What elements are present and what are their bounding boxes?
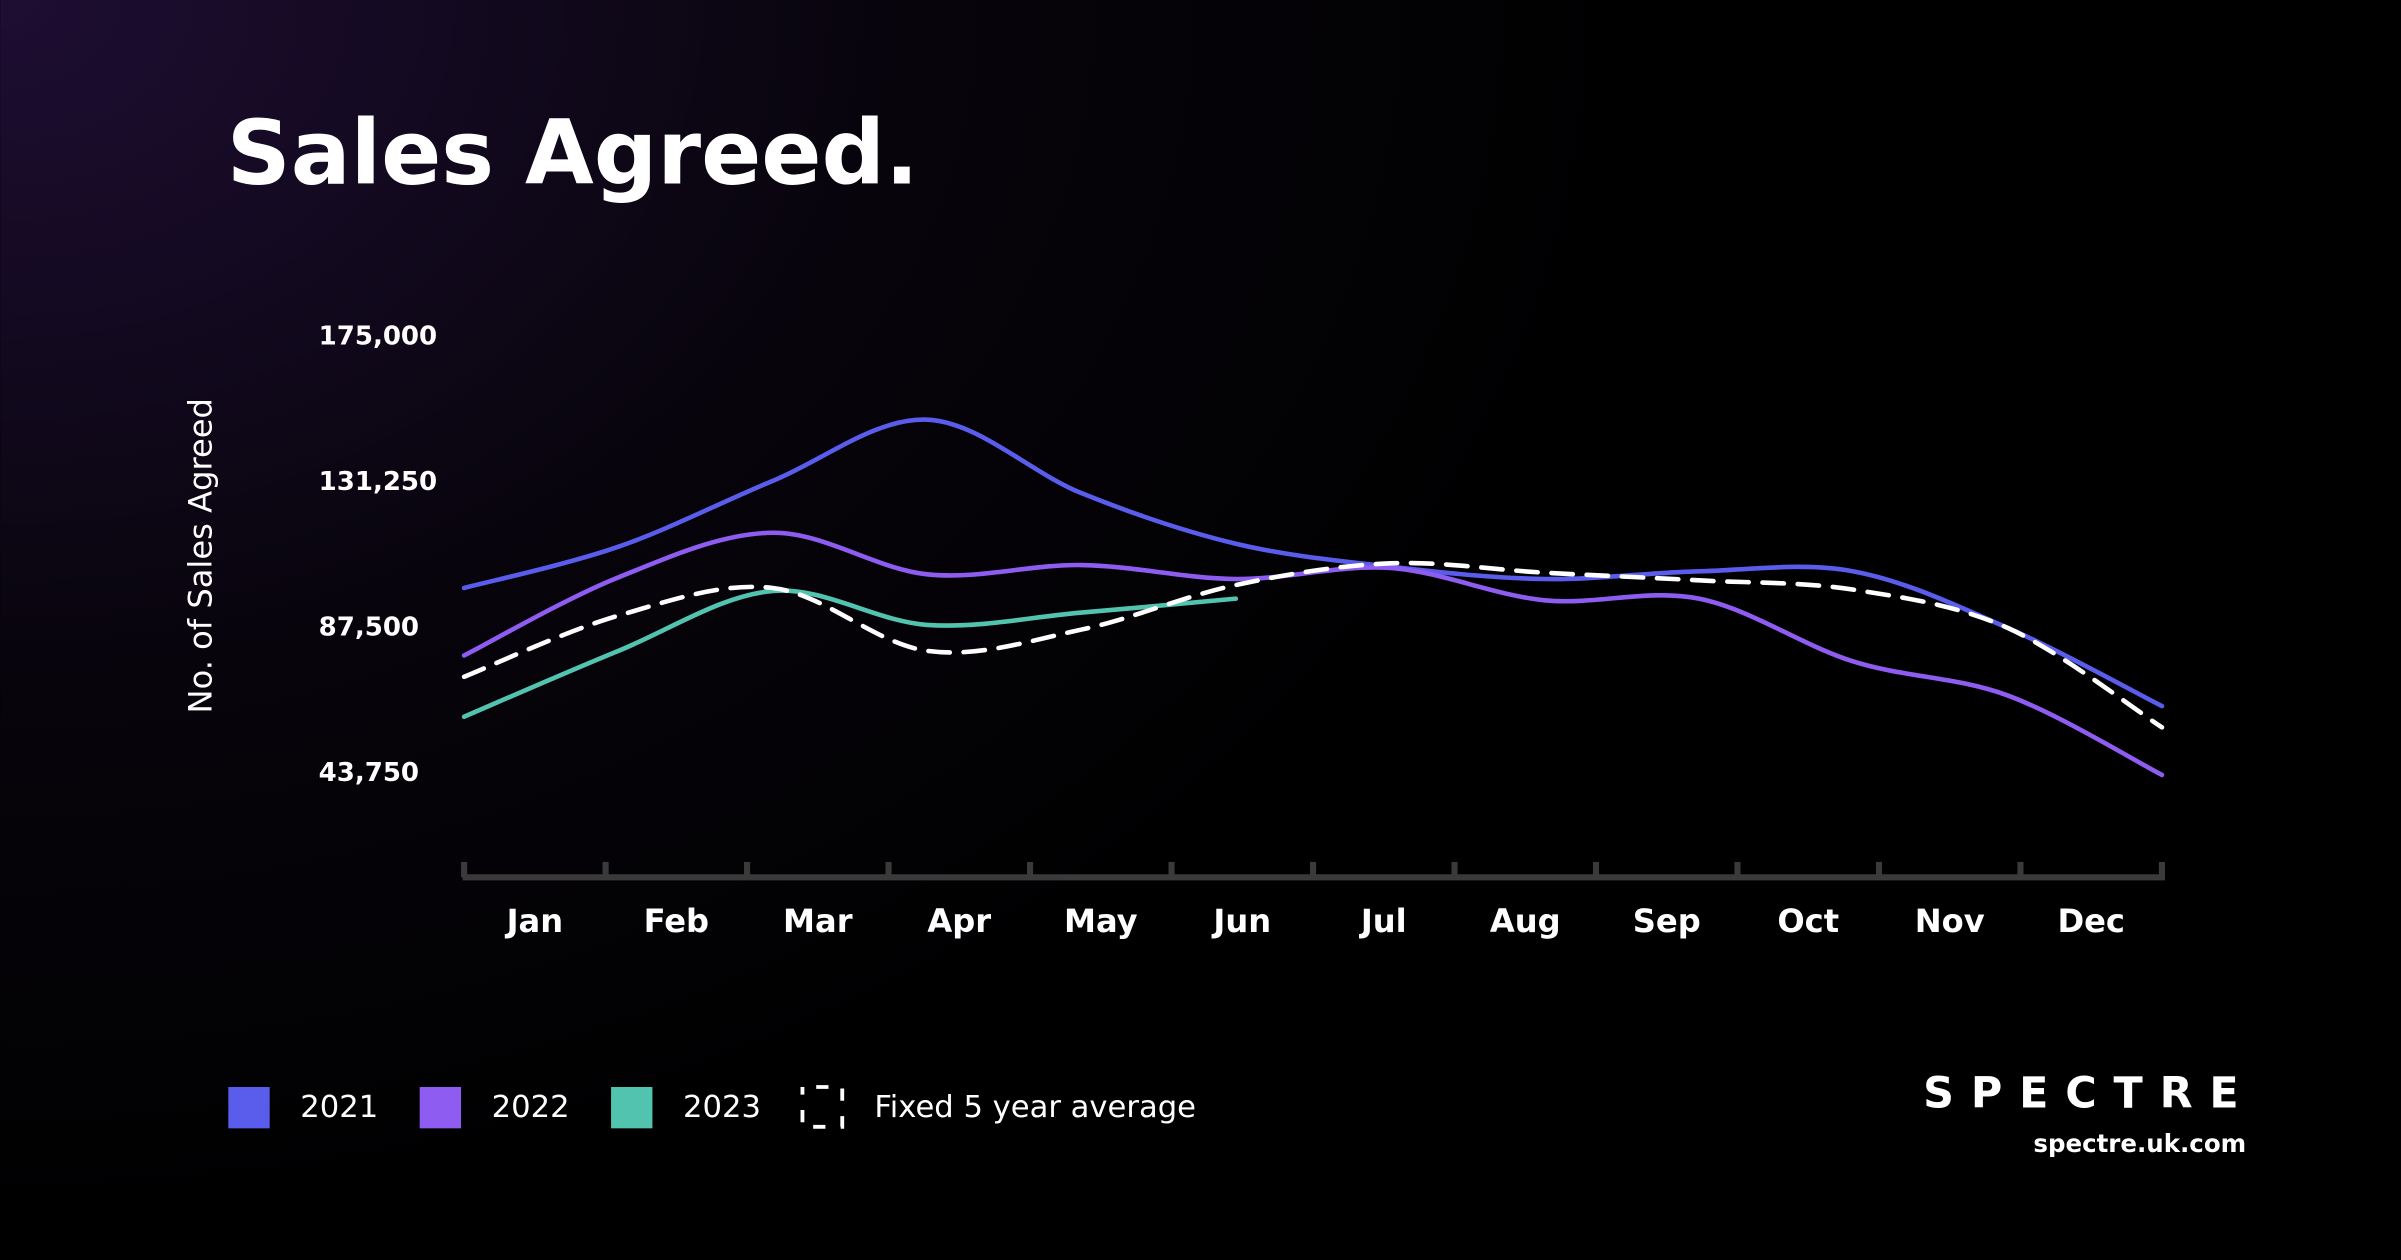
y-axis-label: No. of Sales Agreed	[181, 398, 219, 713]
brand-logo: SPECTRE	[1923, 1069, 2255, 1119]
x-tick-label: Aug	[1490, 902, 1561, 940]
x-tick-label: Oct	[1777, 902, 1839, 940]
x-tick-label: Mar	[783, 902, 853, 940]
x-tick-label: Jul	[1359, 902, 1407, 940]
legend-swatch	[611, 1086, 653, 1129]
line-series	[461, 588, 1239, 720]
legend-swatch	[419, 1086, 462, 1129]
x-tick-label: Feb	[644, 902, 709, 940]
y-tick-label: 131,250	[319, 467, 437, 497]
y-tick-label: 43,750	[319, 758, 419, 788]
legend-swatch	[800, 1085, 845, 1129]
x-tick-label: Jun	[1211, 902, 1271, 940]
legend-swatch	[228, 1086, 270, 1129]
y-tick-label: 175,000	[319, 321, 437, 351]
x-tick-label: Jan	[505, 902, 564, 940]
legend-label: 2022	[492, 1090, 570, 1125]
legend-label: 2021	[300, 1090, 378, 1125]
x-tick-label: Nov	[1915, 902, 1985, 940]
x-tick-label: Sep	[1633, 902, 1701, 940]
line-series	[461, 560, 2165, 730]
chart-title: Sales Agreed.	[227, 102, 919, 205]
line-series	[461, 417, 2165, 709]
legend-label: 2023	[683, 1090, 761, 1125]
legend-label: Fixed 5 year average	[874, 1090, 1196, 1125]
x-tick-label: May	[1064, 902, 1138, 940]
x-tick-label: Dec	[2057, 902, 2125, 940]
x-tick-label: Apr	[927, 902, 991, 940]
y-tick-label: 87,500	[319, 612, 419, 642]
brand-url: spectre.uk.com	[2033, 1129, 2246, 1158]
